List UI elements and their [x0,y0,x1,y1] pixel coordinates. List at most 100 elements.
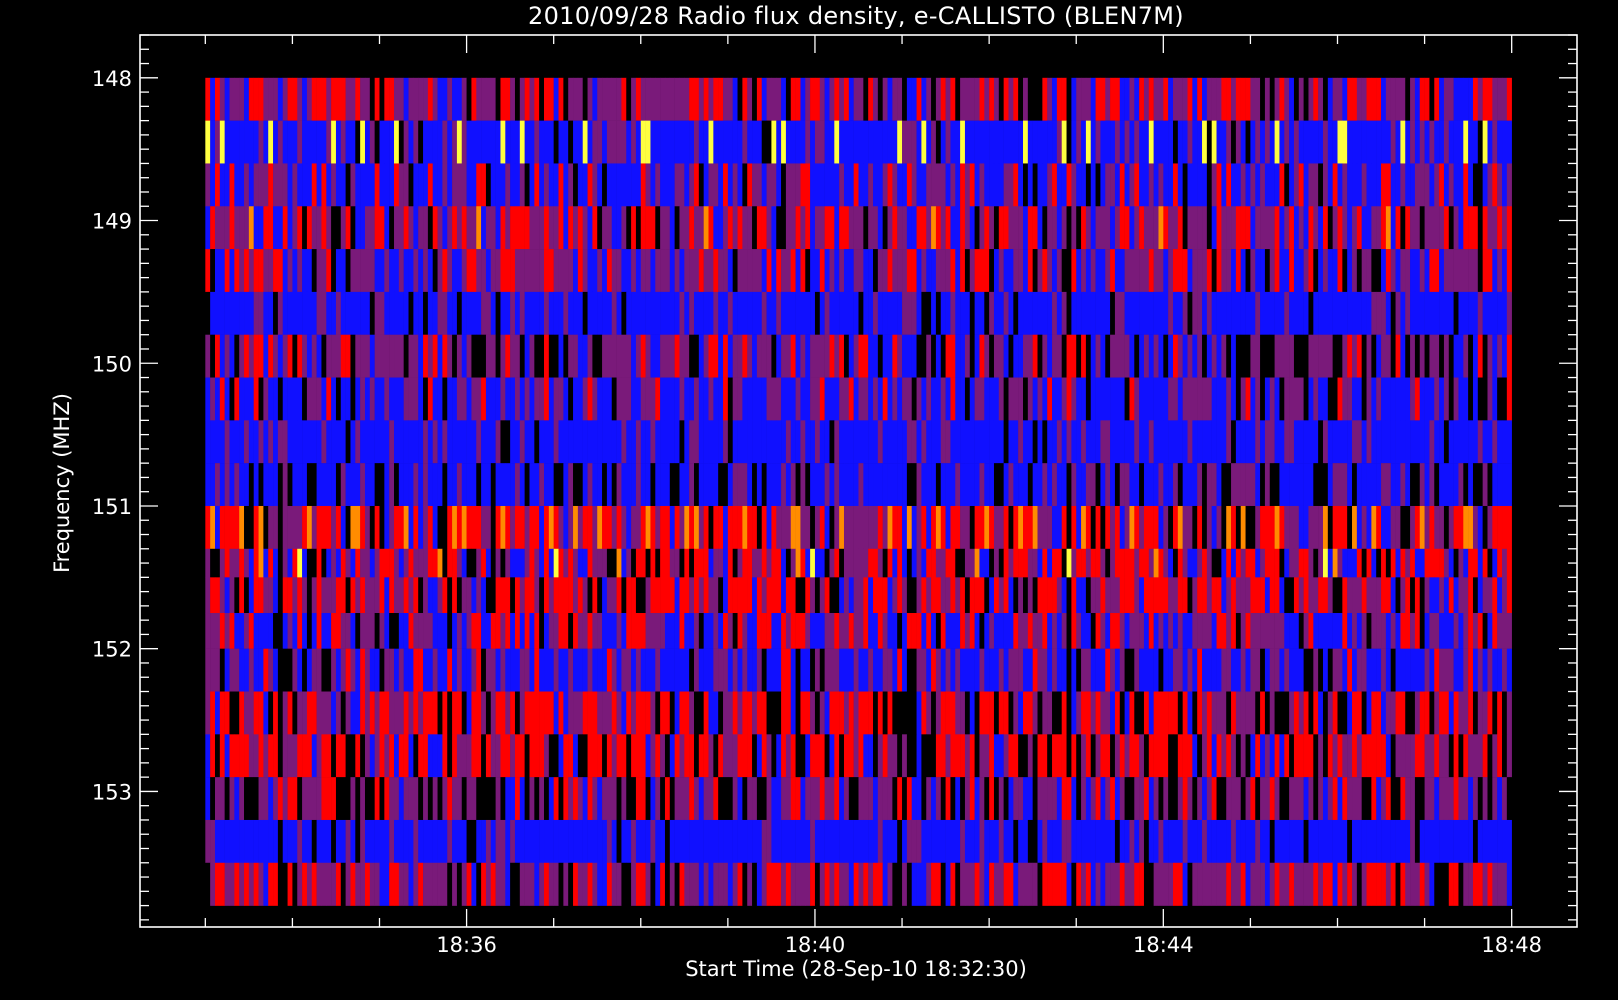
spectrogram-cell [790,291,796,335]
spectrogram-cell [248,819,254,864]
spectrogram-cell [403,206,409,250]
spectrogram-cell [1037,77,1043,121]
spectrogram-cell [471,648,477,692]
spectrogram-cell [737,613,743,649]
spectrogram-cell [892,206,898,250]
spectrogram-cell [558,420,564,464]
spectrogram-cell [848,420,854,464]
spectrogram-cell [1492,463,1498,507]
spectrogram-cell [766,206,772,250]
spectrogram-cell [534,819,540,864]
spectrogram-cell [418,206,424,250]
spectrogram-cell [1274,249,1280,293]
spectrogram-cell [1366,334,1372,378]
spectrogram-cell [413,334,419,378]
spectrogram-cell [1337,291,1343,335]
spectrogram-cell [747,420,753,464]
spectrogram-cell [1318,577,1324,614]
spectrogram-cell [1410,77,1416,121]
spectrogram-cell [553,249,559,293]
spectrogram-cell [1047,691,1053,735]
spectrogram-cell [877,505,883,550]
spectrogram-cell [1298,777,1304,821]
spectrogram-cell [1419,163,1425,207]
spectrogram-cell [1081,577,1087,614]
spectrogram-cell [1250,613,1256,649]
spectrogram-cell [843,206,850,250]
spectrogram-cell [214,249,221,293]
spectrogram-cell [1008,420,1014,464]
spectrogram-cell [1018,548,1024,578]
spectrogram-cell [950,463,956,507]
spectrogram-cell [456,734,463,778]
spectrogram-cell [544,819,550,864]
spectrogram-cell [1497,420,1503,464]
spectrogram-cell [384,420,390,464]
spectrogram-cell [1163,691,1169,735]
spectrogram-cell [1119,77,1125,121]
spectrogram-cell [394,334,400,378]
spectrogram-cell [1487,463,1493,507]
spectrogram-cell [979,463,985,507]
spectrogram-cell [1129,613,1135,649]
spectrogram-cell [1182,577,1188,614]
spectrogram-cell [1143,777,1150,821]
spectrogram-cell [563,613,569,649]
spectrogram-cell [843,691,850,735]
spectrogram-cell [563,120,569,164]
spectrogram-cell [873,577,879,614]
spectrogram-cell [1264,249,1271,293]
spectrogram-cell [853,420,859,464]
spectrogram-cell [713,120,719,164]
spectrogram-cell [1443,463,1450,507]
spectrogram-cell [693,691,700,735]
spectrogram-cell [1419,249,1425,293]
spectrogram-cell [916,577,922,614]
spectrogram-cell [1371,377,1377,421]
spectrogram-cell [1322,120,1329,164]
spectrogram-cell [742,577,748,614]
spectrogram-cell [684,734,690,778]
spectrogram-cell [1468,334,1474,378]
spectrogram-cell [452,691,458,735]
spectrogram-cell [1356,691,1362,735]
spectrogram-cell [592,463,598,507]
spectrogram-cell [1332,505,1338,550]
spectrogram-cell [1439,334,1445,378]
spectrogram-cell [689,577,695,614]
spectrogram-cell [592,505,598,550]
spectrogram-cell [839,377,845,421]
spectrogram-cell [679,377,685,421]
spectrogram-cell [1352,505,1358,550]
spectrogram-cell [1255,734,1261,778]
spectrogram-cell [577,163,583,207]
spectrogram-cell [360,691,366,735]
spectrogram-cell [1395,291,1401,335]
spectrogram-cell [268,77,274,121]
spectrogram-cell [1119,377,1125,421]
spectrogram-cell [326,334,332,378]
spectrogram-cell [1052,163,1058,207]
spectrogram-cell [437,577,443,614]
spectrogram-cell [466,505,472,550]
spectrogram-cell [452,577,458,614]
spectrogram-cell [1231,613,1237,649]
spectrogram-cell [1177,420,1183,464]
spectrogram-cell [408,291,414,335]
spectrogram-cell [1376,648,1382,692]
spectrogram-cell [998,577,1004,614]
spectrogram-cell [360,777,366,821]
spectrogram-cell [1105,648,1111,692]
spectrogram-cell [1318,291,1324,335]
spectrogram-cell [432,548,438,578]
spectrogram-cell [1497,120,1503,164]
spectrogram-cell [239,377,245,421]
spectrogram-cell [485,648,492,692]
spectrogram-cell [1061,206,1067,250]
spectrogram-cell [1177,548,1183,578]
spectrogram-cell [708,613,714,649]
spectrogram-cell [1308,463,1314,507]
spectrogram-cell [1434,548,1440,578]
spectrogram-cell [1235,548,1241,578]
spectrogram-cell [1250,691,1256,735]
